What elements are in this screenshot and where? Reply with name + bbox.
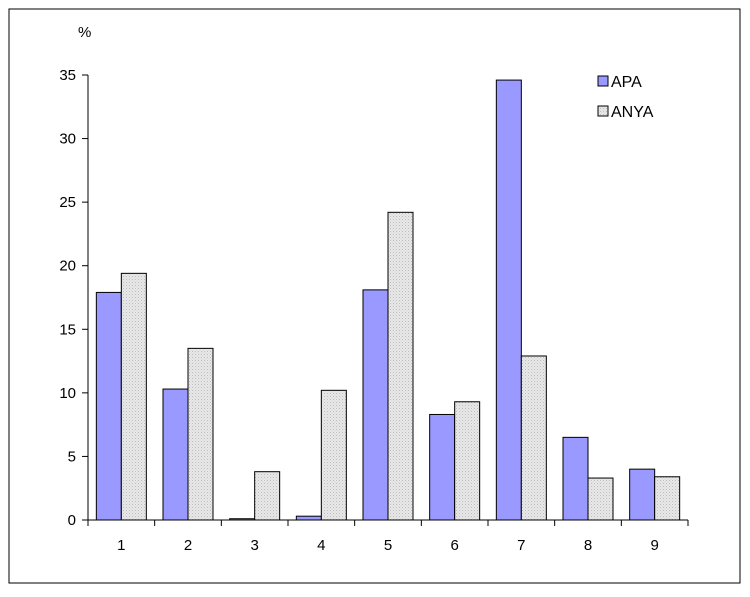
- y-tick-label: 30: [59, 131, 76, 148]
- bars: [95, 79, 681, 521]
- bar-anya: [654, 476, 681, 521]
- y-axis: 0 5 10 15 20 25 30 35: [59, 67, 89, 529]
- y-tick-label: 35: [59, 67, 76, 84]
- y-axis-label: %: [78, 24, 91, 41]
- bar-anya: [587, 477, 614, 521]
- x-tick-label: 9: [650, 537, 658, 554]
- x-tick-label: 3: [250, 537, 258, 554]
- bar-anya: [454, 401, 481, 521]
- y-tick-label: 10: [59, 385, 76, 402]
- x-tick-label: 8: [584, 537, 592, 554]
- bar-anya: [387, 211, 414, 521]
- bar-anya: [187, 347, 214, 521]
- legend-swatch: [597, 75, 609, 87]
- legend: APA ANYA: [597, 74, 654, 121]
- y-tick-label: 5: [68, 448, 76, 465]
- y-tick-label: 25: [59, 194, 76, 211]
- legend-label: APA: [611, 74, 642, 91]
- bar-anya: [520, 355, 547, 521]
- y-tick-label: 0: [68, 512, 76, 529]
- bar-anya: [254, 471, 281, 521]
- x-tick-label: 7: [517, 537, 525, 554]
- x-tick-label: 5: [384, 537, 392, 554]
- bar-apa: [562, 436, 589, 521]
- bar-apa: [95, 291, 122, 521]
- legend-swatch: [597, 105, 609, 117]
- bar-apa: [162, 388, 189, 521]
- bar-apa: [629, 468, 656, 521]
- bar-apa: [495, 79, 522, 521]
- bar-anya: [120, 272, 147, 521]
- bar-apa: [229, 518, 256, 521]
- bar-apa: [429, 413, 456, 521]
- legend-label: ANYA: [611, 104, 654, 121]
- x-tick-label: 4: [317, 537, 325, 554]
- y-tick-label: 15: [59, 321, 76, 338]
- x-tick-label: 1: [117, 537, 125, 554]
- bar-anya: [320, 389, 347, 521]
- y-tick-label: 20: [59, 258, 76, 275]
- x-tick-label: 2: [184, 537, 192, 554]
- bar-apa: [362, 289, 389, 521]
- x-tick-label: 6: [450, 537, 458, 554]
- bar-apa: [295, 515, 322, 521]
